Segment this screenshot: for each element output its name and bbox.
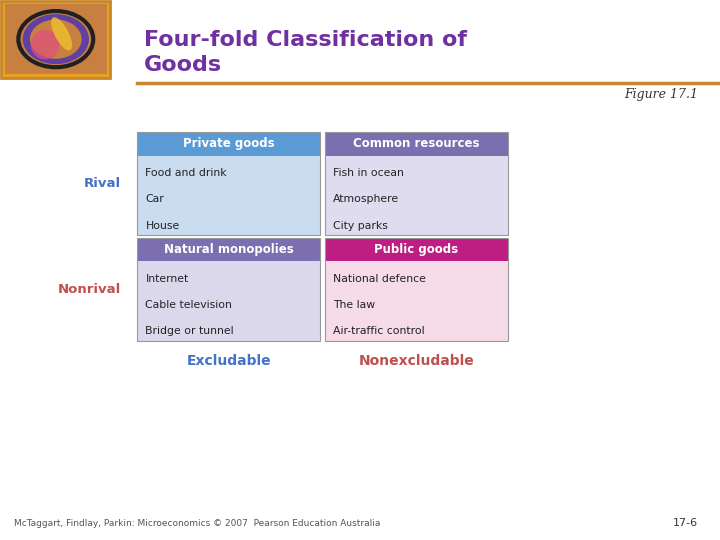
Text: Goods: Goods xyxy=(144,55,222,75)
Text: Car: Car xyxy=(145,194,164,204)
Text: McTaggart, Findlay, Parkin: Microeconomics © 2007  Pearson Education Australia: McTaggart, Findlay, Parkin: Microeconomi… xyxy=(14,519,381,528)
Text: Bridge or tunnel: Bridge or tunnel xyxy=(145,327,234,336)
Bar xyxy=(137,238,320,341)
Bar xyxy=(325,261,508,341)
Bar xyxy=(5,4,107,74)
Text: City parks: City parks xyxy=(333,221,388,231)
Text: Fish in ocean: Fish in ocean xyxy=(333,168,404,178)
Text: Common resources: Common resources xyxy=(354,137,480,151)
Text: Nonexcludable: Nonexcludable xyxy=(359,354,474,368)
Bar xyxy=(325,238,508,341)
Ellipse shape xyxy=(30,30,60,59)
Text: Natural monopolies: Natural monopolies xyxy=(163,243,294,256)
Bar xyxy=(137,132,320,235)
Text: Food and drink: Food and drink xyxy=(145,168,227,178)
Text: Nonrival: Nonrival xyxy=(58,283,121,296)
Bar xyxy=(325,132,508,235)
Bar xyxy=(137,156,320,235)
Text: Atmosphere: Atmosphere xyxy=(333,194,400,204)
Bar xyxy=(137,238,320,261)
Bar xyxy=(325,132,508,156)
Text: Four-fold Classification of: Four-fold Classification of xyxy=(144,30,467,51)
Bar xyxy=(1,1,110,78)
Circle shape xyxy=(30,20,81,58)
Text: Internet: Internet xyxy=(145,274,189,284)
Text: Rival: Rival xyxy=(84,177,121,190)
Text: Figure 17.1: Figure 17.1 xyxy=(624,88,698,101)
Circle shape xyxy=(23,15,88,63)
Text: Air-traffic control: Air-traffic control xyxy=(333,327,425,336)
Text: 17-6: 17-6 xyxy=(673,518,698,528)
Bar xyxy=(325,156,508,235)
Text: Public goods: Public goods xyxy=(374,243,459,256)
Text: Excludable: Excludable xyxy=(186,354,271,368)
Ellipse shape xyxy=(51,17,72,50)
Bar xyxy=(137,132,320,156)
Text: Private goods: Private goods xyxy=(183,137,274,151)
Text: House: House xyxy=(145,221,180,231)
Bar xyxy=(325,238,508,261)
Text: The law: The law xyxy=(333,300,376,310)
Bar xyxy=(137,261,320,341)
Text: National defence: National defence xyxy=(333,274,426,284)
Text: Cable television: Cable television xyxy=(145,300,233,310)
